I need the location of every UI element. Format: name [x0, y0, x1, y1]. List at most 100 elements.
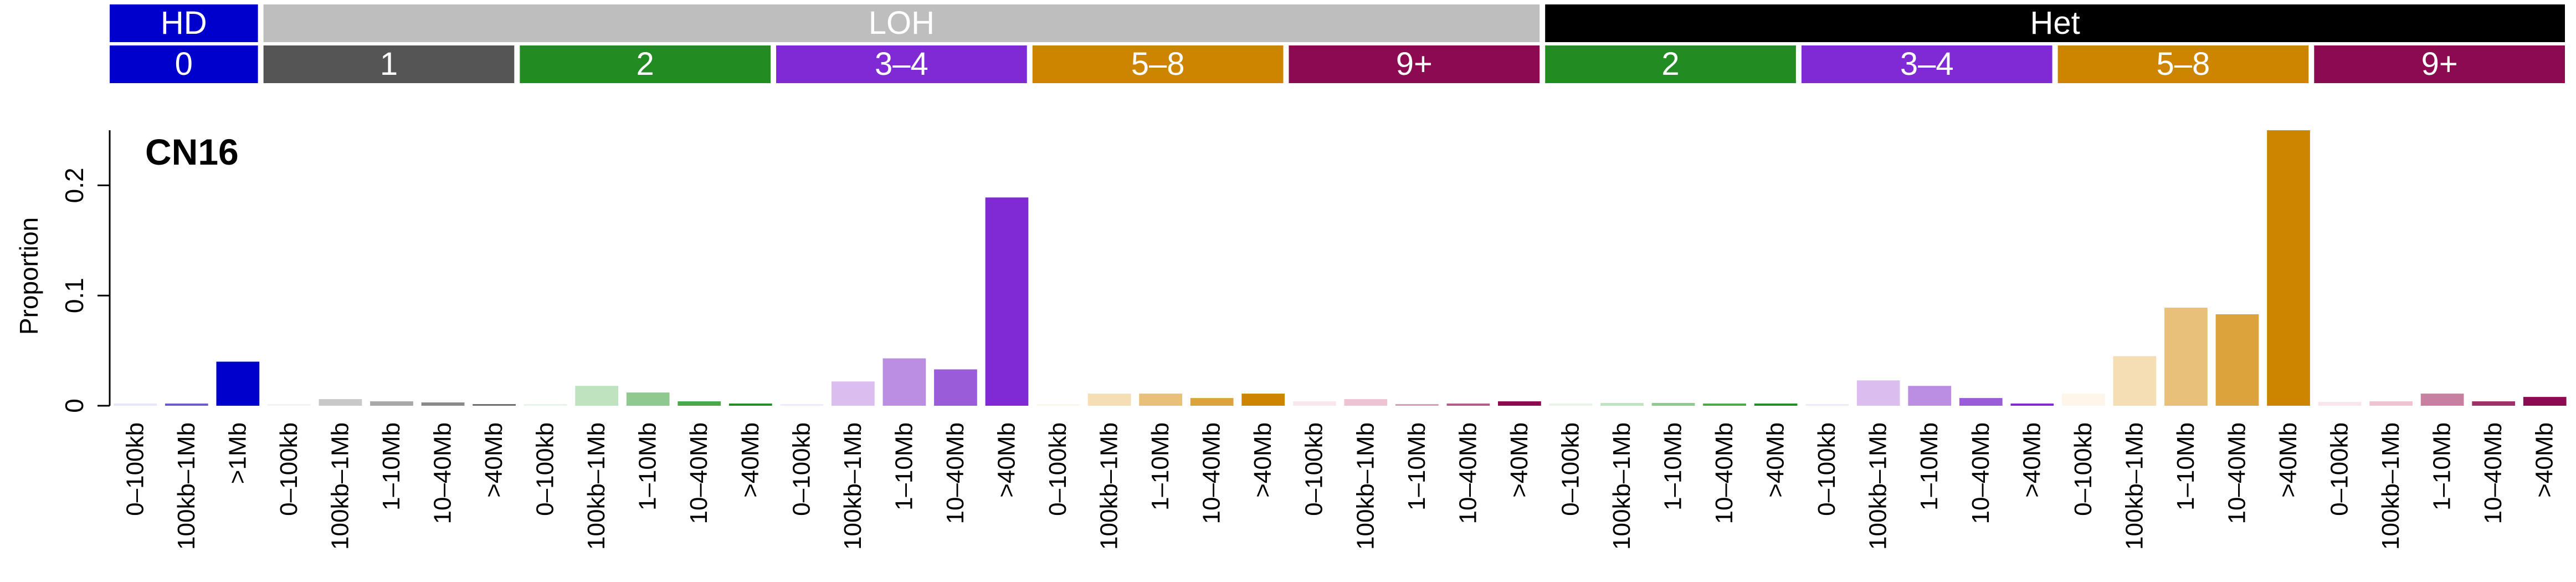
x-tick-label: >40Mb	[1762, 422, 1789, 498]
bar	[1395, 404, 1439, 406]
x-tick-label: >40Mb	[993, 422, 1020, 498]
bar	[1190, 398, 1234, 406]
bar	[473, 404, 516, 406]
bar	[1805, 404, 1849, 406]
x-tick-label: >1Mb	[224, 422, 251, 484]
bar	[1498, 401, 1541, 406]
x-tick-label: 0–100kb	[1813, 422, 1840, 516]
x-tick-label: 100kb–1Mb	[1865, 422, 1892, 550]
header-bottom-box	[263, 45, 515, 83]
bar	[216, 361, 260, 406]
x-tick-label: 1–10Mb	[1147, 422, 1174, 510]
x-tick-label: 100kb–1Mb	[583, 422, 610, 550]
bar	[1344, 399, 1388, 406]
bar	[1139, 394, 1182, 406]
x-tick-label: 10–40Mb	[1711, 422, 1738, 524]
x-tick-label: 1–10Mb	[2429, 422, 2456, 510]
x-tick-label: 10–40Mb	[1967, 422, 1994, 524]
bar	[524, 404, 567, 406]
x-tick-label: 100kb–1Mb	[326, 422, 353, 550]
x-tick-label: >40Mb	[1506, 422, 1533, 498]
header-bottom-label: 3–4	[875, 46, 928, 82]
x-tick-label: 0–100kb	[275, 422, 302, 516]
x-tick-label: 1–10Mb	[890, 422, 917, 510]
x-tick-label: >40Mb	[480, 422, 507, 498]
x-tick-labels: 0–100kb 100kb–1Mb >1Mb 0–100kb 100kb–1Mb 1–10…	[121, 422, 2558, 550]
bar	[985, 197, 1029, 406]
x-tick-label: 10–40Mb	[429, 422, 456, 524]
bar	[165, 404, 208, 406]
header-bottom-label: 5–8	[1131, 46, 1185, 82]
bar	[1703, 404, 1746, 406]
header-bottom-label: 9+	[1396, 46, 1433, 82]
x-tick-label: 10–40Mb	[685, 422, 712, 524]
bar	[1856, 380, 1900, 406]
bar	[2164, 308, 2208, 406]
x-tick-label: 10–40Mb	[2223, 422, 2250, 524]
chart-title: CN16	[145, 131, 239, 172]
bar	[2420, 394, 2464, 406]
bar	[2113, 356, 2157, 406]
header-bottom-label: 5–8	[2157, 46, 2210, 82]
header-bottom-label: 9+	[2421, 46, 2458, 82]
y-tick-label: 0.1	[60, 278, 89, 313]
bar	[421, 402, 465, 406]
header-top-box	[1545, 4, 2565, 42]
bar	[1446, 404, 1490, 406]
x-tick-label: 0–100kb	[1557, 422, 1584, 516]
y-tick-label: 0	[60, 399, 89, 413]
bar	[2318, 402, 2362, 406]
bar	[575, 386, 619, 406]
x-tick-label: >40Mb	[2531, 422, 2558, 498]
header-bottom-box	[2057, 45, 2309, 83]
x-tick-label: 1–10Mb	[1916, 422, 1943, 510]
bar	[934, 369, 977, 406]
x-tick-label: 0–100kb	[121, 422, 148, 516]
header-bottom-label: 0	[175, 46, 193, 82]
x-tick-label: 10–40Mb	[1454, 422, 1481, 524]
bar	[626, 392, 670, 406]
x-tick-label: 1–10Mb	[634, 422, 661, 510]
bar	[2369, 401, 2413, 406]
x-tick-label: 0–100kb	[1301, 422, 1328, 516]
header-top-box	[110, 4, 258, 42]
bar	[268, 404, 311, 406]
bar	[1241, 394, 1285, 406]
bar	[2267, 130, 2310, 406]
header-bottom-label: 2	[1661, 46, 1679, 82]
bar	[1959, 398, 2003, 406]
x-tick-label: >40Mb	[2275, 422, 2302, 498]
bar-series	[114, 130, 2567, 406]
bar	[882, 358, 926, 406]
y-axis-label: Proportion	[14, 217, 43, 335]
x-tick-label: 0–100kb	[788, 422, 815, 516]
bar	[114, 404, 157, 406]
bar	[678, 401, 721, 406]
bar	[1651, 403, 1695, 406]
bar	[1036, 404, 1080, 406]
header-bottom-box	[2314, 45, 2565, 83]
bar	[319, 399, 362, 406]
header-top-label: LOH	[869, 5, 935, 41]
header-bottom-box	[110, 45, 258, 83]
bar	[728, 404, 772, 406]
x-tick-label: >40Mb	[2018, 422, 2045, 498]
bar	[1087, 394, 1131, 406]
header-top-row: HD LOH Het	[110, 4, 2565, 42]
x-tick-label: 1–10Mb	[1403, 422, 1430, 510]
x-tick-label: >40Mb	[737, 422, 764, 498]
bar	[2010, 404, 2054, 406]
header-bottom-label: 1	[380, 46, 398, 82]
bar	[1908, 386, 1952, 406]
header-top-label: Het	[2030, 5, 2080, 41]
x-tick-label: 100kb–1Mb	[1608, 422, 1635, 550]
header-bottom-label: 3–4	[1900, 46, 1954, 82]
x-tick-label: 100kb–1Mb	[1096, 422, 1123, 550]
x-tick-label: 100kb–1Mb	[1352, 422, 1379, 550]
header-bottom-box	[1032, 45, 1284, 83]
bar	[370, 401, 413, 406]
x-tick-label: 100kb–1Mb	[2121, 422, 2148, 550]
header-bottom-box	[520, 45, 771, 83]
header-top-box	[263, 4, 1540, 42]
